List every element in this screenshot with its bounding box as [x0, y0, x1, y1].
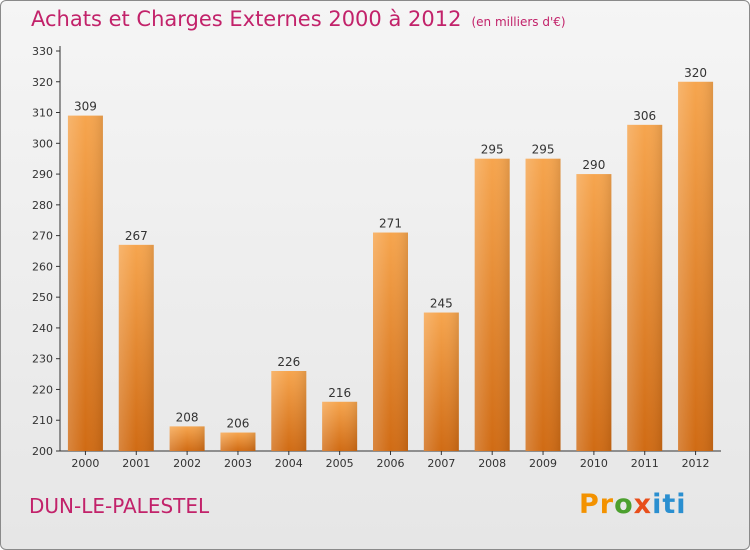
y-tick-label: 320	[32, 76, 53, 89]
logo-part: iti	[652, 489, 687, 520]
y-tick-label: 240	[32, 322, 53, 335]
data-label-2005: 216	[328, 386, 351, 400]
x-tick-label: 2006	[377, 457, 405, 470]
x-tick-label: 2010	[580, 457, 608, 470]
data-label-2006: 271	[379, 217, 402, 231]
y-tick-label: 230	[32, 353, 53, 366]
bar-shade-2002	[169, 426, 205, 451]
x-tick-label: 2002	[173, 457, 201, 470]
y-tick-label: 220	[32, 383, 53, 396]
data-label-2008: 295	[481, 143, 504, 157]
bar-shade-2004	[271, 371, 307, 451]
chart-title: Achats et Charges Externes 2000 à 2012 (e…	[31, 7, 566, 31]
data-label-2009: 295	[532, 143, 555, 157]
x-tick-label: 2005	[326, 457, 354, 470]
bar-shade-2005	[322, 401, 358, 451]
logo-part: Pr	[579, 489, 615, 520]
data-labels-group: 309 267 208 206 226 216 271 245 295 295 290 306 320	[74, 66, 707, 431]
proxiti-logo: Proxiti	[579, 489, 687, 520]
data-label-2004: 226	[277, 355, 300, 369]
y-tick-label: 210	[32, 414, 53, 427]
y-tick-label: 200	[32, 445, 53, 458]
x-tick-label: 2000	[71, 457, 99, 470]
y-tick-label: 290	[32, 168, 53, 181]
y-tick-label: 260	[32, 260, 53, 273]
chart-unit: (en milliers d'€)	[471, 15, 566, 29]
data-label-2001: 267	[125, 229, 148, 243]
logo-part: o	[614, 489, 634, 520]
y-tick-label: 330	[32, 45, 53, 58]
bars-group	[67, 81, 714, 452]
x-tick-label: 2011	[631, 457, 659, 470]
y-tick-label: 280	[32, 199, 53, 212]
y-tick-label: 270	[32, 230, 53, 243]
chart-title-text: Achats et Charges Externes 2000 à 2012	[31, 7, 462, 31]
y-tick-label: 300	[32, 137, 53, 150]
x-tick-label: 2012	[682, 457, 710, 470]
bar-shade-2011	[627, 124, 663, 451]
x-tick-label: 2008	[478, 457, 506, 470]
x-tick-label: 2009	[529, 457, 557, 470]
commune-name: DUN-LE-PALESTEL	[29, 494, 210, 518]
chart-axes: 2002102202302402502602702802903003103203…	[32, 45, 721, 470]
data-label-2003: 206	[227, 417, 250, 431]
bar-shade-2007	[423, 312, 459, 451]
bar-shade-2000	[67, 115, 103, 451]
x-tick-label: 2001	[122, 457, 150, 470]
y-tick-label: 250	[32, 291, 53, 304]
logo-part: x	[633, 489, 653, 520]
x-tick-label: 2007	[427, 457, 455, 470]
bar-shade-2001	[118, 244, 154, 451]
bar-shade-2006	[373, 232, 408, 451]
data-label-2007: 245	[430, 297, 453, 311]
x-tick-label: 2004	[275, 457, 303, 470]
data-label-2002: 208	[176, 410, 199, 424]
bar-shade-2008	[474, 158, 510, 451]
bar-shade-2003	[220, 432, 256, 451]
bar-shade-2012	[678, 81, 714, 452]
data-label-2011: 306	[633, 109, 656, 123]
data-label-2012: 320	[684, 66, 707, 80]
bar-shade-2010	[576, 174, 612, 452]
y-tick-label: 310	[32, 107, 53, 120]
x-tick-label: 2003	[224, 457, 252, 470]
bar-shade-2009	[525, 158, 561, 451]
data-label-2010: 290	[582, 158, 605, 172]
data-label-2000: 309	[74, 100, 97, 114]
